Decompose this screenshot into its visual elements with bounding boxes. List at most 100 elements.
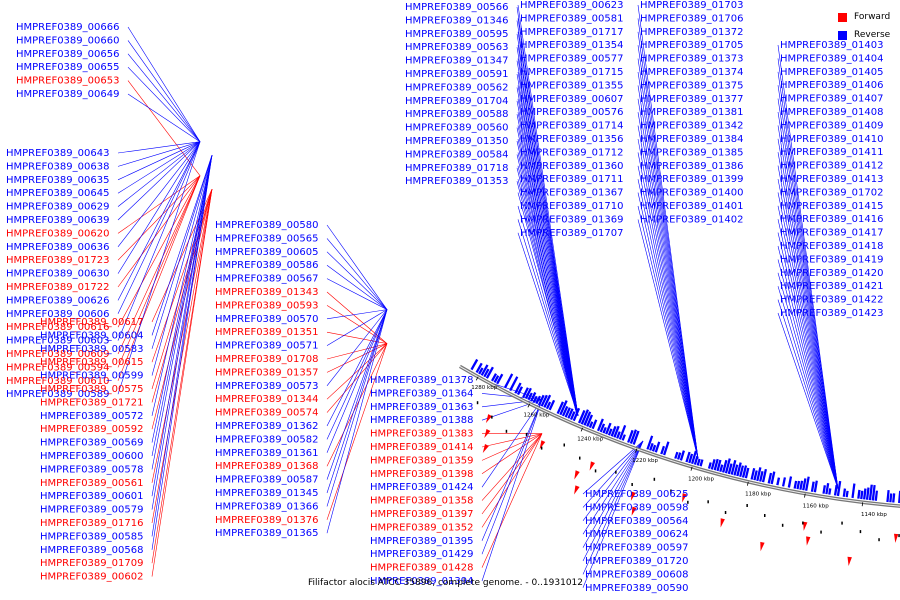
forward-gene-label[interactable]: HMPREF0389_01357	[215, 367, 318, 378]
forward-gene-label[interactable]: HMPREF0389_01428	[370, 563, 473, 574]
reverse-gene-label[interactable]: HMPREF0389_00635	[6, 175, 109, 186]
reverse-gene-label[interactable]: HMPREF0389_01413	[780, 174, 883, 185]
reverse-gene-label[interactable]: HMPREF0389_01394	[370, 576, 473, 587]
forward-gene-label[interactable]: HMPREF0389_01368	[215, 461, 318, 472]
forward-gene-label[interactable]: HMPREF0389_01722	[6, 282, 109, 293]
reverse-gene-label[interactable]: HMPREF0389_01360	[520, 161, 623, 172]
forward-gene-label[interactable]: HMPREF0389_01414	[370, 442, 473, 453]
reverse-gene-label[interactable]: HMPREF0389_01715	[520, 67, 623, 78]
reverse-gene-label[interactable]: HMPREF0389_00566	[405, 2, 508, 13]
reverse-gene-label[interactable]: HMPREF0389_01423	[780, 308, 883, 319]
reverse-gene-label[interactable]: HMPREF0389_00605	[215, 247, 318, 258]
reverse-gene-label[interactable]: HMPREF0389_01375	[640, 80, 743, 91]
forward-gene-label[interactable]: HMPREF0389_01397	[370, 509, 473, 520]
reverse-gene-label[interactable]: HMPREF0389_00598	[585, 502, 688, 513]
reverse-gene-label[interactable]: HMPREF0389_01342	[640, 121, 743, 132]
reverse-gene-label[interactable]: HMPREF0389_00569	[40, 438, 143, 449]
reverse-gene-label[interactable]: HMPREF0389_01422	[780, 295, 883, 306]
gene-labels[interactable]: HMPREF0389_00666 HMPREF0389_00660 HMPREF03…	[6, 0, 883, 594]
reverse-gene-label[interactable]: HMPREF0389_01353	[405, 176, 508, 187]
forward-gene-label[interactable]: HMPREF0389_00561	[40, 478, 143, 489]
reverse-gene-label[interactable]: HMPREF0389_00639	[6, 215, 109, 226]
reverse-gene-label[interactable]: HMPREF0389_00578	[40, 464, 143, 475]
reverse-gene-label[interactable]: HMPREF0389_00591	[405, 69, 508, 80]
reverse-gene-label[interactable]: HMPREF0389_00603	[6, 336, 109, 347]
reverse-gene-label[interactable]: HMPREF0389_01354	[520, 40, 623, 51]
forward-gene-label[interactable]: HMPREF0389_01344	[215, 394, 318, 405]
reverse-gene-label[interactable]: HMPREF0389_00576	[520, 107, 623, 118]
reverse-gene-label[interactable]: HMPREF0389_00607	[520, 94, 623, 105]
reverse-gene-label[interactable]: HMPREF0389_01374	[640, 67, 743, 78]
forward-gene-label[interactable]: HMPREF0389_01723	[6, 255, 109, 266]
reverse-gene-label[interactable]: HMPREF0389_01429	[370, 549, 473, 560]
reverse-gene-label[interactable]: HMPREF0389_01377	[640, 94, 743, 105]
reverse-gene-label[interactable]: HMPREF0389_01385	[640, 147, 743, 158]
reverse-gene-label[interactable]: HMPREF0389_01350	[405, 136, 508, 147]
reverse-gene-label[interactable]: HMPREF0389_00643	[6, 148, 109, 159]
reverse-gene-label[interactable]: HMPREF0389_01381	[640, 107, 743, 118]
reverse-gene-label[interactable]: HMPREF0389_01714	[520, 121, 623, 132]
forward-gene-label[interactable]: HMPREF0389_00575	[40, 384, 143, 395]
forward-gene-label[interactable]: HMPREF0389_01721	[40, 397, 143, 408]
reverse-gene-label[interactable]: HMPREF0389_01386	[640, 161, 743, 172]
reverse-gene-label[interactable]: HMPREF0389_01355	[520, 80, 623, 91]
reverse-gene-label[interactable]: HMPREF0389_01372	[640, 27, 743, 38]
reverse-gene-label[interactable]: HMPREF0389_00579	[40, 505, 143, 516]
reverse-gene-label[interactable]: HMPREF0389_01706	[640, 13, 743, 24]
reverse-gene-label[interactable]: HMPREF0389_01369	[520, 214, 623, 225]
reverse-gene-label[interactable]: HMPREF0389_00656	[16, 49, 119, 60]
forward-gene-label[interactable]: HMPREF0389_01359	[370, 455, 473, 466]
reverse-gene-label[interactable]: HMPREF0389_01401	[640, 201, 743, 212]
reverse-gene-label[interactable]: HMPREF0389_01707	[520, 228, 623, 239]
reverse-gene-label[interactable]: HMPREF0389_00567	[215, 274, 318, 285]
reverse-gene-label[interactable]: HMPREF0389_01364	[370, 388, 473, 399]
reverse-gene-label[interactable]: HMPREF0389_00623	[520, 0, 623, 11]
reverse-gene-label[interactable]: HMPREF0389_01419	[780, 254, 883, 265]
reverse-gene-label[interactable]: HMPREF0389_01417	[780, 228, 883, 239]
reverse-gene-label[interactable]: HMPREF0389_00638	[6, 161, 109, 172]
reverse-gene-label[interactable]: HMPREF0389_01424	[370, 482, 473, 493]
reverse-gene-label[interactable]: HMPREF0389_01720	[585, 556, 688, 567]
reverse-gene-label[interactable]: HMPREF0389_01363	[370, 402, 473, 413]
reverse-gene-label[interactable]: HMPREF0389_00606	[6, 309, 109, 320]
reverse-gene-label[interactable]: HMPREF0389_00584	[405, 149, 508, 160]
reverse-gene-label[interactable]: HMPREF0389_01406	[780, 80, 883, 91]
reverse-gene-label[interactable]: HMPREF0389_00568	[40, 545, 143, 556]
forward-gene-label[interactable]: HMPREF0389_01398	[370, 469, 473, 480]
reverse-gene-label[interactable]: HMPREF0389_00585	[40, 531, 143, 542]
reverse-gene-label[interactable]: HMPREF0389_00560	[405, 123, 508, 134]
reverse-gene-label[interactable]: HMPREF0389_01410	[780, 134, 883, 145]
reverse-gene-label[interactable]: HMPREF0389_00565	[215, 233, 318, 244]
reverse-gene-label[interactable]: HMPREF0389_01395	[370, 536, 473, 547]
reverse-gene-label[interactable]: HMPREF0389_00564	[585, 516, 688, 527]
reverse-gene-label[interactable]: HMPREF0389_00630	[6, 269, 109, 280]
reverse-gene-label[interactable]: HMPREF0389_00649	[16, 89, 119, 100]
reverse-gene-label[interactable]: HMPREF0389_00577	[520, 54, 623, 65]
forward-gene-label[interactable]: HMPREF0389_00574	[215, 408, 318, 419]
reverse-gene-label[interactable]: HMPREF0389_01345	[215, 488, 318, 499]
forward-gene-label[interactable]: HMPREF0389_01351	[215, 327, 318, 338]
reverse-gene-label[interactable]: HMPREF0389_00587	[215, 475, 318, 486]
reverse-gene-label[interactable]: HMPREF0389_00581	[520, 13, 623, 24]
reverse-gene-label[interactable]: HMPREF0389_00629	[6, 202, 109, 213]
reverse-gene-label[interactable]: HMPREF0389_00589	[6, 389, 109, 400]
reverse-gene-label[interactable]: HMPREF0389_01384	[640, 134, 743, 145]
forward-gene-label[interactable]: HMPREF0389_00594	[6, 362, 109, 373]
reverse-gene-label[interactable]: HMPREF0389_00573	[215, 381, 318, 392]
reverse-gene-label[interactable]: HMPREF0389_01402	[640, 214, 743, 225]
reverse-gene-label[interactable]: HMPREF0389_01702	[780, 187, 883, 198]
reverse-gene-label[interactable]: HMPREF0389_01404	[780, 53, 883, 64]
reverse-gene-label[interactable]: HMPREF0389_00625	[585, 489, 688, 500]
reverse-gene-label[interactable]: HMPREF0389_01346	[405, 15, 508, 26]
reverse-gene-label[interactable]: HMPREF0389_01412	[780, 161, 883, 172]
reverse-gene-label[interactable]: HMPREF0389_01403	[780, 40, 883, 51]
forward-gene-label[interactable]: HMPREF0389_00609	[6, 349, 109, 360]
reverse-gene-label[interactable]: HMPREF0389_01421	[780, 281, 883, 292]
reverse-gene-label[interactable]: HMPREF0389_01347	[405, 56, 508, 67]
reverse-gene-label[interactable]: HMPREF0389_01705	[640, 40, 743, 51]
forward-gene-label[interactable]: HMPREF0389_00602	[40, 572, 143, 583]
forward-gene-label[interactable]: HMPREF0389_00653	[16, 76, 119, 87]
reverse-gene-label[interactable]: HMPREF0389_01717	[520, 27, 623, 38]
reverse-gene-label[interactable]: HMPREF0389_00601	[40, 491, 143, 502]
forward-gene-label[interactable]: HMPREF0389_01709	[40, 558, 143, 569]
